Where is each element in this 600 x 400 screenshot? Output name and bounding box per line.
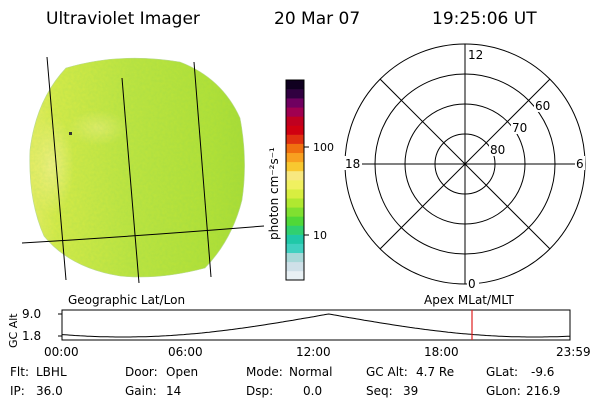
geographic-grid <box>21 56 265 284</box>
mlt-label-18: 18 <box>345 157 360 171</box>
time-label: 19:25:06 UT <box>432 9 537 29</box>
info-door-key: Door: <box>125 365 158 379</box>
colorbar-cell <box>286 198 304 208</box>
colorbar-cell <box>286 98 304 108</box>
colorbar-frame <box>285 79 305 281</box>
colorbar-cell <box>286 261 304 272</box>
colorbar: 100 10 photon cm⁻²s⁻¹ <box>267 79 334 281</box>
info-door-value: Open <box>166 365 198 379</box>
meridian-line <box>121 77 140 284</box>
mlt-label-6: 6 <box>576 157 584 171</box>
mlt-line-diagonal <box>379 78 551 250</box>
lat-label-80: 80 <box>490 143 505 157</box>
meridian-line <box>46 56 67 281</box>
info-flt-value: LBHL <box>36 365 67 379</box>
station-marker <box>69 132 72 135</box>
info-mode-value: Normal <box>289 365 332 379</box>
colorbar-cell <box>286 125 304 135</box>
colorbar-cell <box>286 252 304 263</box>
colorbar-cell <box>286 216 304 226</box>
info-gcalt-key: GC Alt: <box>366 365 408 379</box>
geographic-label: Geographic Lat/Lon <box>68 293 185 307</box>
colorbar-cell <box>286 170 304 181</box>
info-gain-key: Gain: <box>125 384 157 398</box>
mlt-label-0: 0 <box>468 277 476 291</box>
colorbar-cell <box>286 134 304 144</box>
colorbar-cell <box>286 207 304 217</box>
app-title: Ultraviolet Imager <box>46 9 200 29</box>
info-glon-value: 216.9 <box>526 384 560 398</box>
info-gcalt-value: 4.7 Re <box>416 365 454 379</box>
colorbar-cell <box>286 107 304 117</box>
info-gain-value: 14 <box>166 384 181 398</box>
info-ip-value: 36.0 <box>36 384 63 398</box>
uv-image-panel: Geographic Lat/Lon <box>21 56 265 307</box>
info-seq-value: 39 <box>403 384 418 398</box>
date-label: 20 Mar 07 <box>274 9 360 29</box>
colorbar-cell <box>286 225 304 235</box>
colorbar-cell <box>286 80 304 90</box>
x-tick-2359: 23:59 <box>556 345 591 359</box>
y-axis-label: GC Alt <box>7 313 20 348</box>
parallel-line <box>21 225 265 244</box>
info-mode-key: Mode: <box>246 365 283 379</box>
info-glon-key: GLon: <box>486 384 521 398</box>
x-tick-0000: 00:00 <box>44 345 79 359</box>
colorbar-cell <box>286 180 304 190</box>
info-glat-value: -9.6 <box>531 365 554 379</box>
colorbar-cell <box>286 189 304 199</box>
colorbar-tick-10: 10 <box>313 229 327 242</box>
colorbar-cell <box>286 270 304 281</box>
uv-earth-disk <box>29 58 245 278</box>
colorbar-unit-label: photon cm⁻²s⁻¹ <box>267 147 281 240</box>
info-dsp-key: Dsp: <box>246 384 273 398</box>
colorbar-cell <box>286 89 304 99</box>
colorbar-cell <box>286 243 304 254</box>
colorbar-cell <box>286 143 304 154</box>
info-flt-key: Flt: <box>10 365 29 379</box>
colorbar-tick-100: 100 <box>313 141 334 154</box>
y-tick-1-8: 1.8 <box>22 329 41 343</box>
y-tick-9: 9.0 <box>22 307 41 321</box>
info-seq-key: Seq: <box>366 384 393 398</box>
x-tick-0600: 06:00 <box>168 345 203 359</box>
info-dsp-value: 0.0 <box>303 384 322 398</box>
info-glat-key: GLat: <box>486 365 518 379</box>
x-tick-1200: 12:00 <box>296 345 331 359</box>
colorbar-cell <box>286 234 304 244</box>
colorbar-cell <box>286 152 304 163</box>
lat-label-70: 70 <box>512 121 527 135</box>
info-ip-key: IP: <box>10 384 25 398</box>
altitude-plot-frame <box>61 309 571 341</box>
lat-label-60: 60 <box>535 99 550 113</box>
colorbar-scale <box>286 80 304 281</box>
colorbar-cell <box>286 161 304 172</box>
polar-grid-panel: 12 0 18 6 60 70 80 Apex MLat/MLT <box>344 43 586 307</box>
x-tick-1800: 18:00 <box>424 345 459 359</box>
altitude-plot: 9.0 1.8 GC Alt 00:00 06:00 12:00 18:00 2… <box>7 307 591 359</box>
info-panel: Flt: LBHL Door: Open Mode: Normal GC Alt… <box>10 365 560 398</box>
mlt-label-12: 12 <box>468 48 483 62</box>
meridian-line <box>193 61 212 278</box>
altitude-curve <box>61 313 571 338</box>
colorbar-cell <box>286 116 304 126</box>
apex-label: Apex MLat/MLT <box>424 293 514 307</box>
